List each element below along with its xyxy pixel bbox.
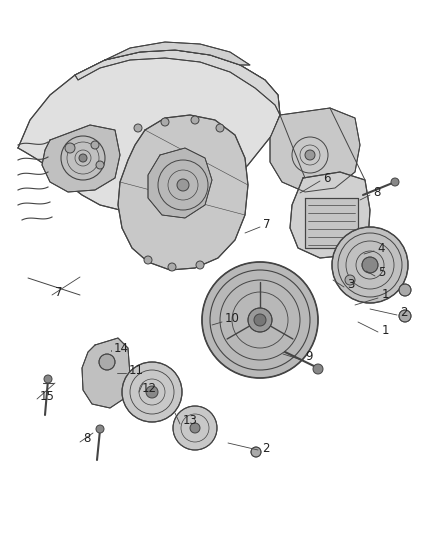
Circle shape — [44, 375, 52, 383]
Text: 12: 12 — [142, 383, 157, 395]
Text: 4: 4 — [377, 241, 385, 254]
Text: 8: 8 — [373, 185, 380, 198]
Text: 10: 10 — [225, 312, 240, 326]
Polygon shape — [75, 50, 280, 115]
Polygon shape — [18, 50, 280, 213]
Circle shape — [248, 308, 272, 332]
Circle shape — [202, 262, 318, 378]
Circle shape — [96, 425, 104, 433]
Polygon shape — [118, 115, 248, 270]
Polygon shape — [105, 42, 250, 65]
Text: 1: 1 — [382, 288, 389, 302]
Text: 14: 14 — [114, 342, 129, 354]
Circle shape — [216, 124, 224, 132]
Circle shape — [173, 406, 217, 450]
Circle shape — [96, 161, 104, 169]
Text: 15: 15 — [40, 390, 55, 402]
Text: 1: 1 — [382, 324, 389, 336]
Circle shape — [332, 227, 408, 303]
Text: 2: 2 — [262, 441, 269, 455]
Polygon shape — [290, 172, 370, 258]
Circle shape — [399, 310, 411, 322]
Circle shape — [391, 178, 399, 186]
Circle shape — [122, 362, 182, 422]
Circle shape — [254, 314, 266, 326]
Text: 11: 11 — [129, 364, 144, 376]
Circle shape — [134, 124, 142, 132]
Circle shape — [399, 284, 411, 296]
Circle shape — [345, 275, 355, 285]
Circle shape — [191, 116, 199, 124]
Circle shape — [305, 150, 315, 160]
Text: 5: 5 — [378, 266, 385, 279]
Text: 8: 8 — [83, 432, 90, 446]
Text: 7: 7 — [55, 286, 63, 298]
Circle shape — [144, 256, 152, 264]
Polygon shape — [270, 108, 360, 192]
Text: 13: 13 — [183, 415, 198, 427]
Circle shape — [313, 364, 323, 374]
Circle shape — [91, 141, 99, 149]
Circle shape — [177, 179, 189, 191]
Text: 7: 7 — [263, 217, 271, 230]
Circle shape — [251, 447, 261, 457]
Polygon shape — [148, 148, 212, 218]
Circle shape — [190, 423, 200, 433]
Text: 3: 3 — [347, 279, 354, 292]
Circle shape — [196, 261, 204, 269]
Circle shape — [161, 118, 169, 126]
Circle shape — [362, 257, 378, 273]
Circle shape — [79, 154, 87, 162]
Polygon shape — [305, 198, 358, 248]
Circle shape — [65, 143, 75, 153]
Polygon shape — [82, 338, 130, 408]
Polygon shape — [42, 125, 120, 192]
Text: 6: 6 — [323, 172, 331, 184]
Circle shape — [99, 354, 115, 370]
Circle shape — [168, 263, 176, 271]
Text: 9: 9 — [305, 351, 312, 364]
Circle shape — [146, 386, 158, 398]
Text: 2: 2 — [400, 306, 407, 319]
